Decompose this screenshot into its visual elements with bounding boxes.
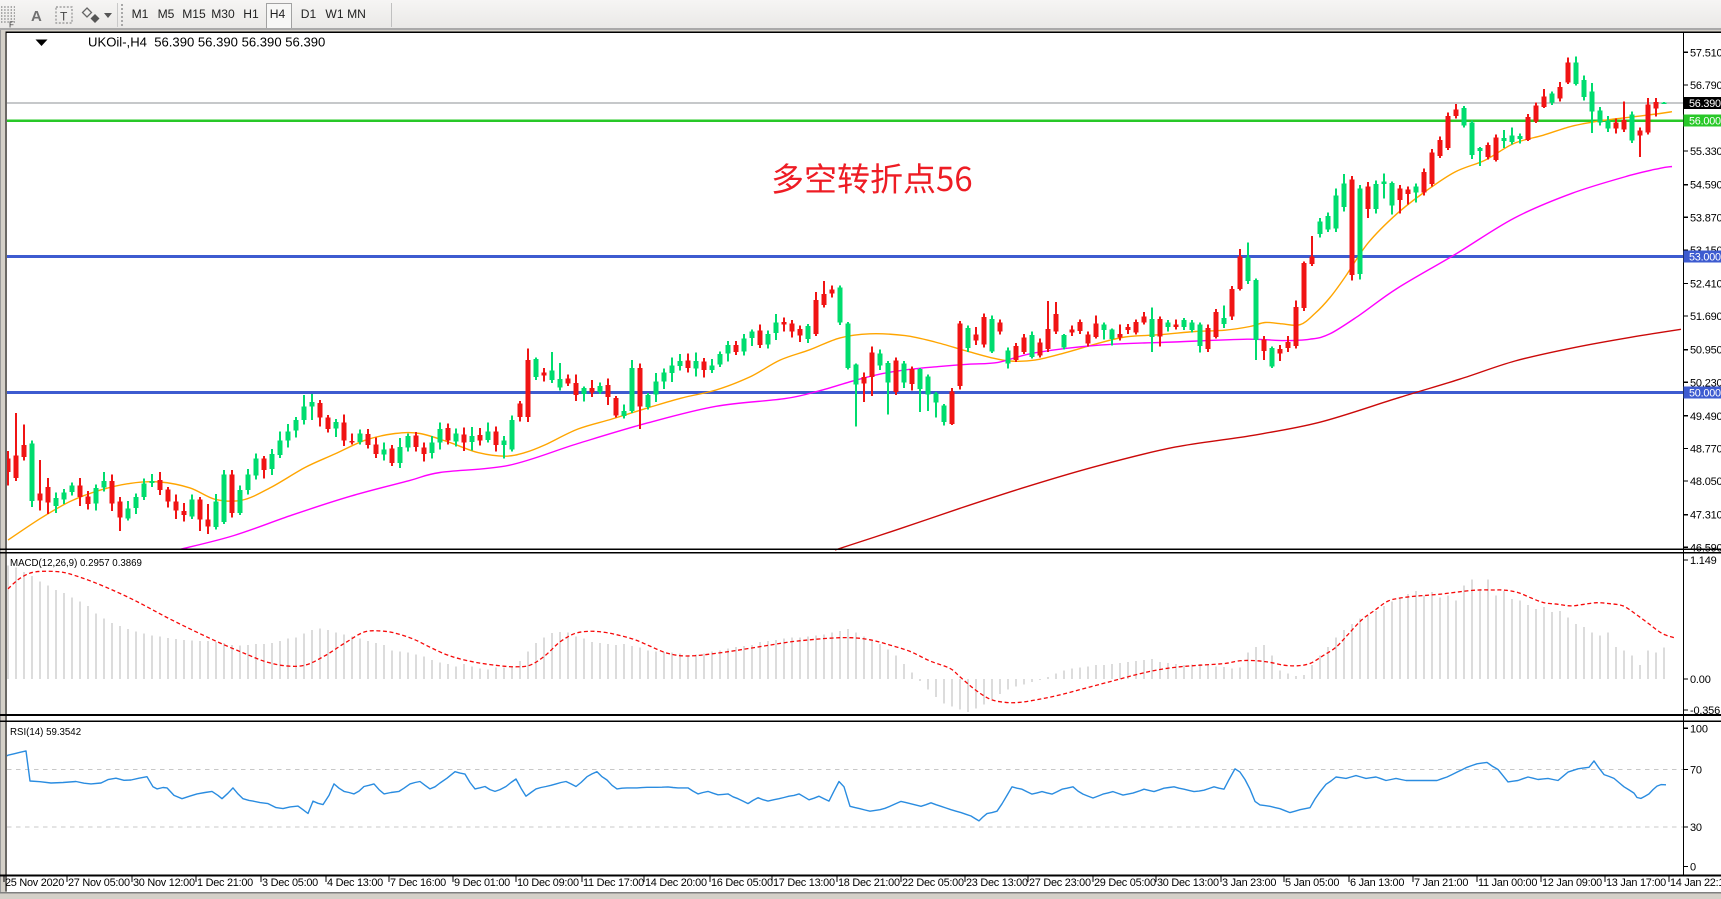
svg-text:13 Jan 17:00: 13 Jan 17:00 (1606, 877, 1666, 889)
svg-text:7 Jan 21:00: 7 Jan 21:00 (1414, 877, 1468, 889)
svg-text:27 Dec 23:00: 27 Dec 23:00 (1029, 877, 1091, 889)
svg-text:50.950: 50.950 (1690, 345, 1721, 357)
svg-text:MACD(12,26,9) 0.2957 0.3869: MACD(12,26,9) 0.2957 0.3869 (10, 558, 142, 569)
svg-text:16 Dec 05:00: 16 Dec 05:00 (711, 877, 773, 889)
svg-text:-0.356: -0.356 (1690, 705, 1720, 717)
svg-text:6 Jan 13:00: 6 Jan 13:00 (1350, 877, 1404, 889)
svg-text:100: 100 (1690, 723, 1708, 735)
svg-text:A: A (31, 8, 42, 25)
svg-text:1.149: 1.149 (1690, 555, 1717, 567)
svg-text:56.390: 56.390 (1689, 98, 1721, 110)
svg-text:48.050: 48.050 (1690, 476, 1721, 488)
svg-text:7 Dec 16:00: 7 Dec 16:00 (390, 877, 446, 889)
svg-text:56.790: 56.790 (1690, 80, 1721, 92)
svg-text:14 Jan 22:15: 14 Jan 22:15 (1670, 877, 1721, 889)
svg-text:27 Nov 05:00: 27 Nov 05:00 (68, 877, 130, 889)
svg-text:50.230: 50.230 (1690, 377, 1721, 389)
svg-text:56.000: 56.000 (1689, 116, 1721, 128)
svg-text:3 Jan 23:00: 3 Jan 23:00 (1222, 877, 1276, 889)
svg-text:14 Dec 20:00: 14 Dec 20:00 (645, 877, 707, 889)
svg-text:49.490: 49.490 (1690, 411, 1721, 423)
svg-text:5 Jan 05:00: 5 Jan 05:00 (1285, 877, 1339, 889)
svg-text:10 Dec 09:00: 10 Dec 09:00 (517, 877, 579, 889)
svg-text:RSI(14) 59.3542: RSI(14) 59.3542 (10, 727, 81, 738)
svg-text:55.330: 55.330 (1690, 146, 1721, 158)
svg-text:11 Dec 17:00: 11 Dec 17:00 (583, 877, 644, 889)
svg-text:T: T (60, 10, 68, 24)
svg-text:47.310: 47.310 (1690, 510, 1721, 522)
svg-text:50.000: 50.000 (1689, 388, 1721, 400)
svg-text:48.770: 48.770 (1690, 444, 1721, 456)
svg-text:1 Dec 21:00: 1 Dec 21:00 (197, 877, 253, 889)
svg-text:4 Dec 13:00: 4 Dec 13:00 (327, 877, 383, 889)
svg-text:9 Dec 01:00: 9 Dec 01:00 (454, 877, 510, 889)
svg-text:18 Dec 21:00: 18 Dec 21:00 (838, 877, 900, 889)
svg-text:0: 0 (1690, 862, 1696, 874)
svg-text:70: 70 (1690, 765, 1702, 777)
svg-text:51.690: 51.690 (1690, 311, 1721, 323)
svg-text:54.590: 54.590 (1690, 180, 1721, 192)
svg-text:30 Nov 12:00: 30 Nov 12:00 (133, 877, 195, 889)
svg-text:11 Jan 00:00: 11 Jan 00:00 (1478, 877, 1537, 889)
svg-text:17 Dec 13:00: 17 Dec 13:00 (773, 877, 835, 889)
svg-text:F: F (9, 21, 14, 30)
svg-text:29 Dec 05:00: 29 Dec 05:00 (1094, 877, 1156, 889)
svg-text:30 Dec 13:00: 30 Dec 13:00 (1157, 877, 1219, 889)
svg-text:30: 30 (1690, 822, 1702, 834)
svg-text:12 Jan 09:00: 12 Jan 09:00 (1542, 877, 1602, 889)
svg-text:57.510: 57.510 (1690, 47, 1721, 59)
svg-text:23 Dec 13:00: 23 Dec 13:00 (966, 877, 1028, 889)
svg-text:UKOil-,H4 56.390 56.390 56.39: UKOil-,H4 56.390 56.390 56.390 56.390 (88, 35, 325, 50)
svg-text:53.870: 53.870 (1690, 212, 1721, 224)
svg-text:46.590: 46.590 (1690, 542, 1721, 554)
svg-text:3 Dec 05:00: 3 Dec 05:00 (262, 877, 318, 889)
svg-text:52.410: 52.410 (1690, 279, 1721, 291)
svg-text:25 Nov 2020: 25 Nov 2020 (5, 877, 64, 889)
svg-text:0.00: 0.00 (1690, 674, 1711, 686)
svg-text:53.000: 53.000 (1689, 252, 1721, 264)
svg-text:22 Dec 05:00: 22 Dec 05:00 (902, 877, 964, 889)
